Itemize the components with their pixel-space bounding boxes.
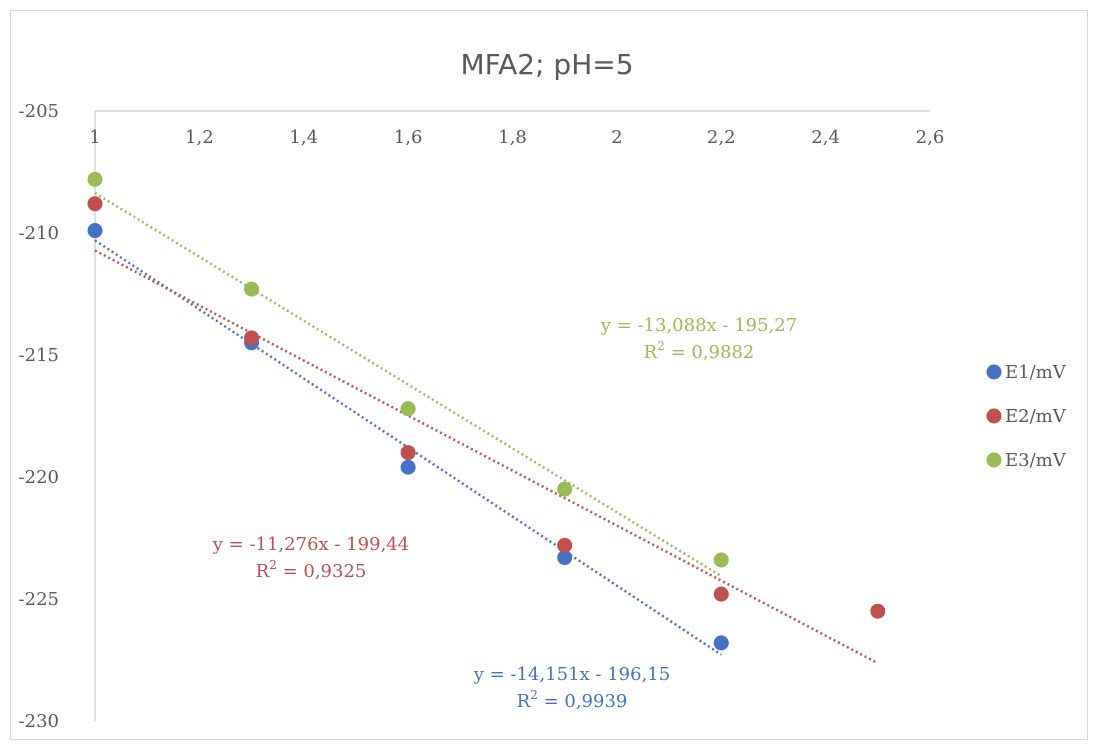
data-point xyxy=(557,537,573,553)
trendline-e3-mv xyxy=(94,191,722,578)
x-tick-label: 1 xyxy=(89,127,100,148)
data-point xyxy=(87,171,103,187)
data-point xyxy=(557,550,573,566)
y-tick-label: -225 xyxy=(19,589,59,610)
y-tick-label: -230 xyxy=(19,711,59,732)
trendline-r-squared: R2 = 0,9939 xyxy=(517,688,628,712)
x-tick-label: 1,8 xyxy=(498,127,527,148)
data-point xyxy=(557,481,573,497)
data-point xyxy=(244,330,260,346)
data-point xyxy=(87,223,103,239)
x-tick-label: 2,4 xyxy=(811,127,840,148)
trendlines xyxy=(94,191,879,665)
legend: E1/mV E2/mV E3/mV xyxy=(986,362,1067,471)
data-point xyxy=(400,445,416,461)
data-point xyxy=(870,603,886,619)
legend-label: E3/mV xyxy=(1005,450,1067,471)
trendline-equation: y = -11,276x - 199,44 xyxy=(212,534,409,555)
y-tick-label: -220 xyxy=(19,467,59,488)
legend-label: E2/mV xyxy=(1005,406,1067,427)
trendline-r-squared: R2 = 0,9882 xyxy=(644,339,755,363)
x-tick-label: 1,2 xyxy=(185,127,214,148)
x-tick-label: 1,4 xyxy=(289,127,318,148)
x-tick-label: 2,2 xyxy=(707,127,736,148)
legend-marker xyxy=(986,364,1002,380)
data-point xyxy=(400,401,416,417)
trendline-r-squared: R2 = 0,9325 xyxy=(256,558,367,582)
legend-label: E1/mV xyxy=(1005,362,1067,383)
x-tick-label: 2 xyxy=(611,127,622,148)
data-point xyxy=(713,635,729,651)
x-tick-label: 2,6 xyxy=(916,127,945,148)
trendline-equation: y = -14,151x - 196,15 xyxy=(473,664,670,685)
data-point xyxy=(713,552,729,568)
data-point xyxy=(87,196,103,212)
data-point xyxy=(400,459,416,475)
y-tick-label: -215 xyxy=(19,345,59,366)
tick-labels: 1 1,2 1,4 1,6 1,8 2 2,2 2,4 2,6 -205 -210 -215 -220 -… xyxy=(19,101,945,732)
trendline-equations: y = -14,151x - 196,15 R2 = 0,9939 y = -11,… xyxy=(212,315,797,712)
chart-frame xyxy=(10,10,1088,740)
legend-marker xyxy=(986,408,1002,424)
chart-title: MFA2; pH=5 xyxy=(460,48,633,81)
legend-marker xyxy=(986,452,1002,468)
trendline-e2-mv xyxy=(94,249,879,665)
y-tick-label: -205 xyxy=(19,101,59,122)
data-points xyxy=(87,171,886,651)
axes xyxy=(94,110,930,721)
trendline-equation: y = -13,088x - 195,27 xyxy=(600,315,797,336)
data-point xyxy=(244,281,260,297)
y-tick-label: -210 xyxy=(19,223,59,244)
x-tick-label: 1,6 xyxy=(394,127,423,148)
data-point xyxy=(713,586,729,602)
